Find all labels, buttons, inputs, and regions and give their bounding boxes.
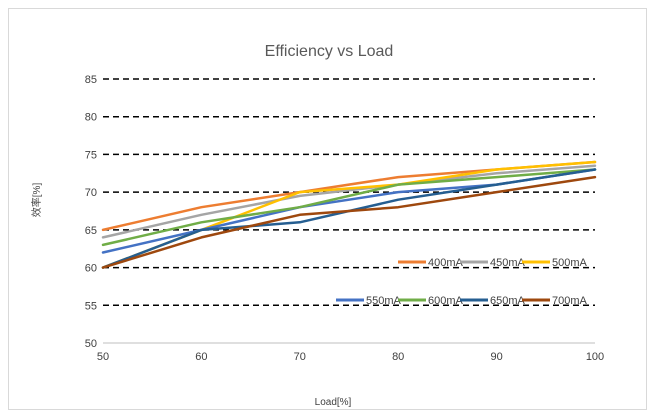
legend-label-400mA: 400mA [428, 257, 464, 269]
legend: 400mA 450mA 500mA 550mA 600mA 650mA 700mA [336, 257, 588, 307]
y-tick-label: 50 [85, 338, 97, 350]
y-tick-label: 75 [85, 149, 97, 161]
y-tick-label: 65 [85, 225, 97, 237]
series-line-700mA [101, 175, 597, 269]
x-tick-label: 50 [97, 351, 109, 363]
y-tick-label: 85 [85, 74, 97, 86]
legend-label-700mA: 700mA [552, 295, 588, 307]
x-axis-label: Load[%] [315, 397, 352, 408]
y-tick-label: 55 [85, 300, 97, 312]
x-tick-labels: 50 60 70 80 90 100 [97, 351, 604, 363]
y-tick-labels: 50 55 60 65 70 75 80 85 [85, 74, 97, 350]
legend-label-550mA: 550mA [366, 295, 402, 307]
x-tick-label: 70 [294, 351, 306, 363]
x-tick-label: 80 [392, 351, 404, 363]
y-tick-label: 70 [85, 187, 97, 199]
legend-label-500mA: 500mA [552, 257, 588, 269]
y-axis-label: 效率[%] [30, 183, 43, 218]
x-tick-label: 60 [195, 351, 207, 363]
series-line-500mA [101, 160, 597, 269]
legend-label-600mA: 600mA [428, 295, 464, 307]
chart-title: Efficiency vs Load [265, 43, 394, 60]
series-line-450mA [101, 164, 597, 239]
legend-label-650mA: 650mA [490, 295, 526, 307]
x-tick-label: 90 [490, 351, 502, 363]
series-lines [101, 160, 597, 269]
series-line-600mA [101, 168, 597, 247]
grid-lines [103, 78, 595, 344]
legend-label-450mA: 450mA [490, 257, 526, 269]
x-tick-label: 100 [586, 351, 604, 363]
y-tick-label: 60 [85, 263, 97, 275]
y-tick-label: 80 [85, 112, 97, 124]
